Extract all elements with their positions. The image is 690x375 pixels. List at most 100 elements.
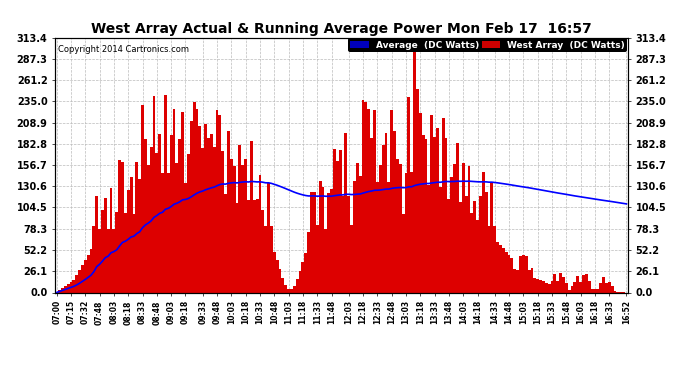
Bar (264, 226, 267, 292)
Bar (247, 201, 250, 292)
Bar (370, 138, 373, 292)
Bar (221, 151, 224, 292)
Bar (175, 163, 178, 292)
Bar (181, 112, 184, 292)
Bar (596, 289, 599, 292)
Bar (562, 277, 565, 292)
Bar (219, 115, 221, 292)
Bar (347, 195, 350, 292)
Bar (155, 153, 158, 292)
Bar (304, 253, 307, 292)
Bar (382, 146, 384, 292)
Bar (118, 160, 121, 292)
Bar (502, 249, 505, 292)
Bar (439, 187, 442, 292)
Bar (239, 145, 241, 292)
Bar (528, 270, 531, 292)
Bar (373, 110, 376, 292)
Bar (276, 260, 279, 292)
Bar (387, 182, 391, 292)
Bar (199, 126, 201, 292)
Bar (58, 291, 61, 292)
Bar (313, 192, 316, 292)
Bar (551, 281, 553, 292)
Bar (511, 258, 513, 292)
Bar (462, 163, 464, 292)
Bar (593, 289, 596, 292)
Text: Copyright 2014 Cartronics.com: Copyright 2014 Cartronics.com (58, 45, 189, 54)
Bar (407, 98, 411, 292)
Bar (519, 256, 522, 292)
Bar (241, 165, 244, 292)
Bar (302, 262, 304, 292)
Bar (444, 138, 448, 292)
Bar (616, 291, 620, 292)
Bar (207, 138, 210, 292)
Bar (267, 183, 270, 292)
Bar (525, 256, 528, 292)
Bar (95, 196, 98, 292)
Bar (84, 260, 87, 292)
Bar (92, 226, 95, 292)
Bar (72, 280, 75, 292)
Bar (411, 172, 413, 292)
Bar (253, 201, 255, 292)
Bar (161, 172, 164, 292)
Bar (359, 176, 362, 292)
Bar (172, 109, 175, 292)
Bar (333, 148, 336, 292)
Bar (508, 255, 511, 292)
Bar (164, 94, 167, 292)
Bar (568, 291, 571, 292)
Bar (124, 213, 127, 292)
Bar (536, 279, 539, 292)
Bar (579, 282, 582, 292)
Bar (436, 128, 439, 292)
Bar (63, 286, 67, 292)
Bar (505, 252, 508, 292)
Bar (451, 177, 453, 292)
Bar (184, 183, 187, 292)
Bar (393, 131, 396, 292)
Bar (496, 242, 499, 292)
Bar (244, 159, 247, 292)
Title: West Array Actual & Running Average Power Mon Feb 17  16:57: West Array Actual & Running Average Powe… (91, 22, 592, 36)
Bar (605, 283, 608, 292)
Bar (402, 214, 404, 292)
Bar (582, 275, 585, 292)
Bar (299, 271, 302, 292)
Bar (287, 289, 290, 292)
Bar (233, 166, 235, 292)
Bar (484, 192, 488, 292)
Bar (130, 177, 132, 292)
Bar (227, 130, 230, 292)
Bar (121, 162, 124, 292)
Bar (608, 282, 611, 292)
Bar (284, 285, 287, 292)
Bar (167, 172, 170, 292)
Bar (98, 229, 101, 292)
Bar (339, 150, 342, 292)
Bar (456, 143, 459, 292)
Bar (476, 220, 479, 292)
Bar (101, 210, 104, 292)
Bar (144, 140, 147, 292)
Bar (215, 110, 219, 292)
Bar (327, 193, 330, 292)
Bar (150, 147, 152, 292)
Bar (453, 164, 456, 292)
Bar (61, 288, 63, 292)
Bar (413, 38, 416, 292)
Bar (499, 245, 502, 292)
Bar (273, 252, 276, 292)
Bar (296, 279, 299, 292)
Bar (491, 183, 493, 292)
Bar (356, 163, 359, 292)
Bar (468, 166, 471, 292)
Bar (399, 164, 402, 292)
Bar (132, 213, 135, 292)
Bar (90, 249, 92, 292)
Bar (433, 137, 436, 292)
Bar (230, 159, 233, 292)
Bar (293, 286, 296, 292)
